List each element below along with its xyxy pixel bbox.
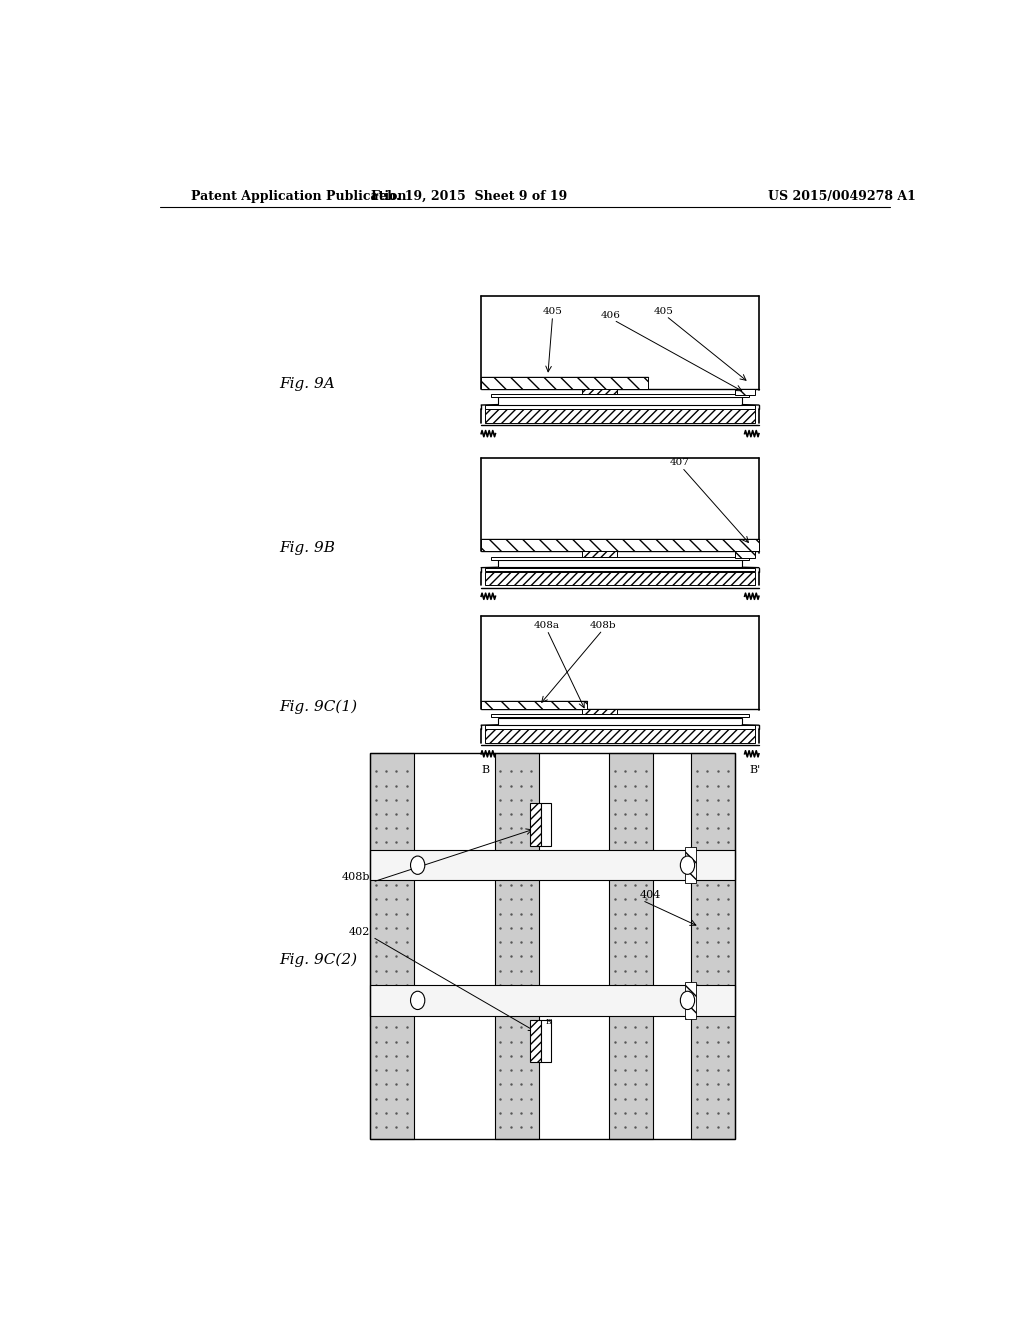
Text: 408b: 408b (342, 873, 370, 882)
Bar (541, 803, 551, 846)
Bar (370, 850, 735, 880)
Text: 408b: 408b (589, 620, 615, 630)
Bar (609, 752, 653, 1139)
Bar (481, 376, 648, 389)
Bar (541, 1019, 551, 1063)
Bar (685, 982, 696, 1019)
Circle shape (411, 857, 425, 874)
Text: 408a: 408a (535, 620, 560, 630)
Bar (498, 397, 742, 405)
Bar (485, 405, 755, 409)
Bar (735, 389, 755, 396)
Bar (370, 985, 735, 1015)
Bar (498, 718, 742, 725)
Text: 404: 404 (640, 890, 662, 900)
Bar (685, 847, 696, 883)
Circle shape (411, 991, 425, 1010)
Bar (530, 803, 541, 846)
Text: Fig. 9C(2): Fig. 9C(2) (279, 952, 357, 966)
Bar (582, 389, 617, 395)
Bar (498, 560, 742, 568)
Text: Fig. 9A: Fig. 9A (279, 378, 335, 391)
Bar (492, 557, 749, 560)
Bar (485, 725, 755, 729)
Text: Feb. 19, 2015  Sheet 9 of 19: Feb. 19, 2015 Sheet 9 of 19 (371, 190, 567, 202)
Bar (582, 552, 617, 557)
Bar (492, 395, 749, 397)
Bar (485, 409, 755, 422)
Bar (481, 540, 759, 552)
Text: Fig. 9B: Fig. 9B (279, 541, 335, 554)
Text: Fig. 9C(1): Fig. 9C(1) (279, 700, 357, 714)
Text: B': B' (546, 1018, 554, 1026)
Bar (492, 714, 749, 717)
Text: 407: 407 (670, 458, 689, 467)
Bar (370, 752, 414, 1139)
Text: 406: 406 (600, 312, 621, 319)
Text: B: B (481, 766, 489, 775)
Bar (485, 572, 755, 585)
Bar (481, 701, 587, 709)
Circle shape (680, 857, 694, 874)
Bar (495, 752, 539, 1139)
Bar (691, 752, 735, 1139)
Bar (530, 1019, 541, 1063)
Text: 402: 402 (349, 927, 370, 937)
Text: US 2015/0049278 A1: US 2015/0049278 A1 (768, 190, 916, 202)
Bar (485, 568, 755, 572)
Bar (582, 709, 617, 714)
Text: B': B' (750, 766, 761, 775)
Bar (370, 752, 735, 1139)
Text: 405: 405 (653, 308, 674, 315)
Text: Patent Application Publication: Patent Application Publication (191, 190, 407, 202)
Bar (735, 552, 755, 558)
Text: 405: 405 (543, 308, 562, 315)
Bar (485, 729, 755, 743)
Circle shape (680, 991, 694, 1010)
